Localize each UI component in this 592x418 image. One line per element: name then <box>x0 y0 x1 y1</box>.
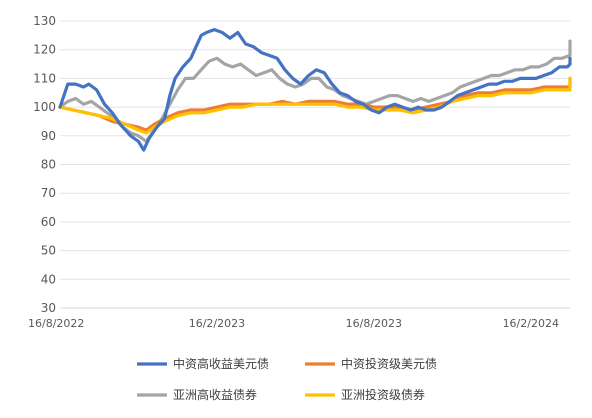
legend-label-1: 中资投资级美元债 <box>341 356 437 371</box>
gridlines <box>60 20 570 280</box>
x-axis-ticks: 16/8/2022 16/2/2023 16/8/2023 16/2/2024 <box>28 317 559 330</box>
y-tick-label: 130 <box>33 14 56 28</box>
y-tick-label: 80 <box>41 158 56 172</box>
legend-label-2: 亚洲高收益债券 <box>173 387 257 402</box>
legend-label-0: 中资高收益美元债 <box>173 356 269 371</box>
y-tick-label: 100 <box>33 100 56 114</box>
y-tick-label: 90 <box>41 129 56 143</box>
y-tick-label: 70 <box>41 186 56 200</box>
series-line-3 <box>58 76 572 135</box>
y-tick-label: 120 <box>33 43 56 57</box>
y-tick-label: 50 <box>41 244 56 258</box>
y-tick-label: 60 <box>41 215 56 229</box>
y-tick-label: 30 <box>41 301 56 315</box>
series-line-0 <box>58 28 572 152</box>
series-lines <box>58 28 572 152</box>
y-tick-label: 110 <box>33 71 56 85</box>
x-tick-label: 16/2/2023 <box>189 317 245 330</box>
x-tick-label: 16/8/2023 <box>346 317 402 330</box>
x-tick-label: 16/2/2024 <box>503 317 559 330</box>
y-tick-label: 40 <box>41 272 56 286</box>
x-tick-label: 16/8/2022 <box>28 317 84 330</box>
series-line-1 <box>58 76 572 132</box>
y-axis-ticks: 30 40 50 60 70 80 90 100 110 120 130 <box>33 14 56 315</box>
legend-label-3: 亚洲投资级债券 <box>341 387 425 402</box>
